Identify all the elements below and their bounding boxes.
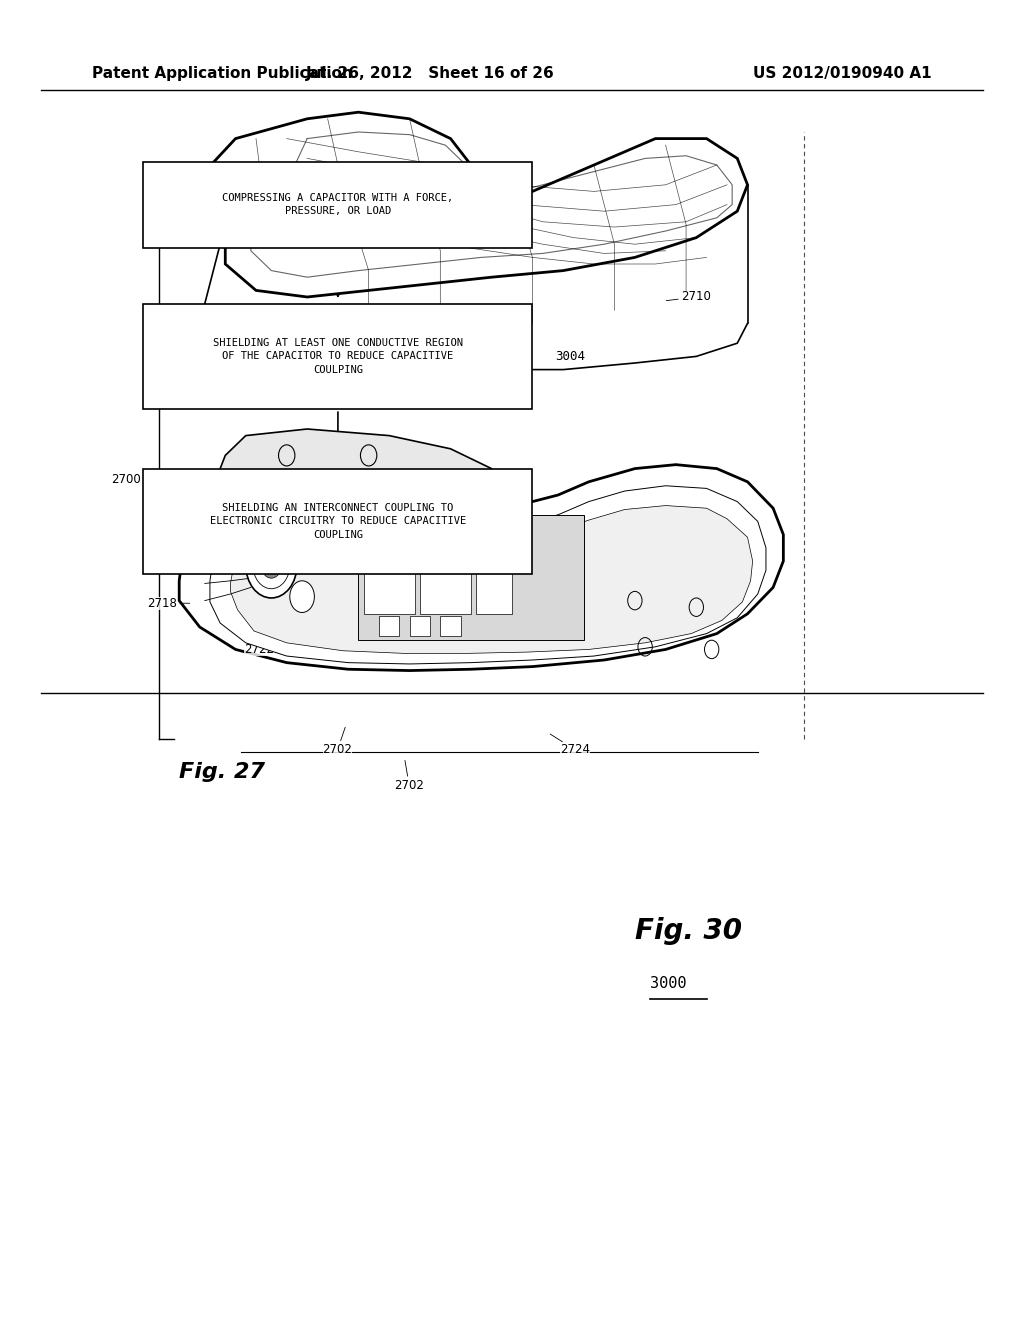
- Text: 3004: 3004: [555, 350, 585, 363]
- Text: 2714: 2714: [292, 484, 322, 506]
- FancyBboxPatch shape: [476, 541, 512, 614]
- FancyBboxPatch shape: [379, 616, 399, 636]
- FancyBboxPatch shape: [143, 162, 532, 248]
- Polygon shape: [205, 112, 748, 297]
- FancyBboxPatch shape: [420, 541, 471, 614]
- Text: COMPRESSING A CAPACITOR WITH A FORCE,
PRESSURE, OR LOAD: COMPRESSING A CAPACITOR WITH A FORCE, PR…: [222, 193, 454, 216]
- FancyBboxPatch shape: [143, 469, 532, 574]
- Circle shape: [290, 581, 314, 612]
- Text: Patent Application Publication: Patent Application Publication: [92, 66, 353, 82]
- FancyBboxPatch shape: [410, 616, 430, 636]
- Text: SHIELDING AT LEAST ONE CONDUCTIVE REGION
OF THE CAPACITOR TO REDUCE CAPACITIVE
C: SHIELDING AT LEAST ONE CONDUCTIVE REGION…: [213, 338, 463, 375]
- Text: Fig. 27: Fig. 27: [179, 762, 265, 783]
- Polygon shape: [230, 506, 753, 653]
- Polygon shape: [179, 465, 783, 671]
- Text: 2710: 2710: [667, 290, 711, 304]
- Text: 3000: 3000: [650, 975, 687, 991]
- FancyBboxPatch shape: [143, 304, 532, 409]
- Text: 2702: 2702: [323, 727, 352, 756]
- Text: 2700: 2700: [112, 473, 159, 486]
- Text: 2722: 2722: [428, 591, 467, 605]
- FancyBboxPatch shape: [440, 616, 461, 636]
- Circle shape: [261, 552, 282, 578]
- Text: SHIELDING AN INTERCONNECT COUPLING TO
ELECTRONIC CIRCUITRY TO REDUCE CAPACITIVE
: SHIELDING AN INTERCONNECT COUPLING TO EL…: [210, 503, 466, 540]
- Text: 2722: 2722: [244, 639, 273, 656]
- Text: 2724: 2724: [550, 734, 590, 756]
- Text: 2716: 2716: [633, 577, 680, 590]
- Text: 3006: 3006: [555, 515, 585, 528]
- FancyBboxPatch shape: [364, 541, 415, 614]
- Text: 2722: 2722: [248, 537, 278, 552]
- Text: 2718: 2718: [147, 597, 189, 610]
- Text: 3002: 3002: [555, 198, 585, 211]
- Text: 2712: 2712: [273, 228, 303, 242]
- Polygon shape: [210, 486, 766, 664]
- Text: 2720: 2720: [273, 462, 303, 486]
- Text: 2702: 2702: [394, 760, 424, 792]
- Text: Fig. 30: Fig. 30: [635, 916, 741, 945]
- Text: 2708: 2708: [507, 618, 549, 631]
- Text: 2704: 2704: [469, 618, 511, 631]
- Text: US 2012/0190940 A1: US 2012/0190940 A1: [754, 66, 932, 82]
- Circle shape: [246, 532, 297, 598]
- FancyBboxPatch shape: [358, 515, 584, 640]
- Text: 2706: 2706: [561, 228, 608, 242]
- Circle shape: [253, 541, 290, 589]
- Text: Jul. 26, 2012   Sheet 16 of 26: Jul. 26, 2012 Sheet 16 of 26: [306, 66, 554, 82]
- Polygon shape: [215, 429, 492, 528]
